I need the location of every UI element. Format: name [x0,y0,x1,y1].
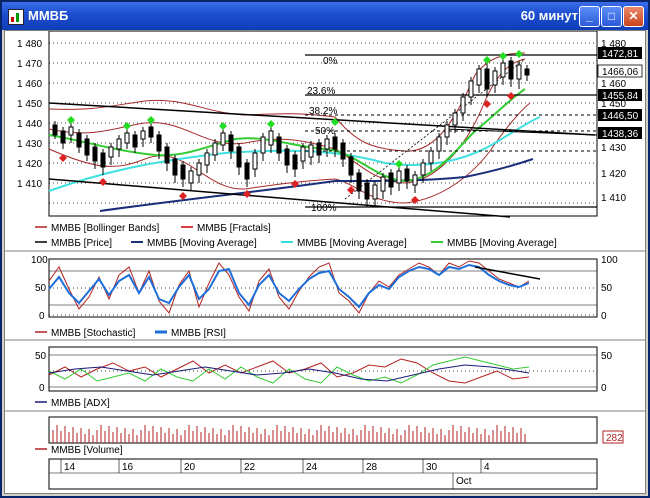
x-tick-16: 16 [122,462,134,473]
x-tick-28: 28 [366,462,378,473]
window-title: ММВБ [28,8,69,23]
timeframe-label: 60 минут [520,8,578,23]
x-tick-4: 4 [484,462,490,473]
osc-legend: ММВБ [Stochastic] ММВБ [RSI] [35,328,226,339]
maximize-button[interactable]: □ [601,6,622,27]
adx-tick-0: 0 [39,383,45,394]
legend-ma-3: ММВБ [Moving Average] [447,238,557,249]
legend-ma-2: ММВБ [Moving Average] [297,238,407,249]
price-badge-fib382: 1438,36 [602,129,639,140]
price-panel[interactable]: 1 480 1 470 1 460 1 450 1 440 1 430 1 42… [17,31,643,218]
osc-tick-0: 0 [39,311,45,322]
y-tick-1420: 1 420 [17,159,42,170]
legend-fractals: ММВБ [Fractals] [197,223,271,234]
x-axis: 14 16 20 22 24 28 30 4 Oct [48,458,598,490]
chart-area: 1 480 1 470 1 460 1 450 1 440 1 430 1 42… [4,30,646,494]
oscillator-panel[interactable]: 100 50 0 100 50 0 [5,250,645,322]
legend-bollinger: ММВБ [Bollinger Bands] [51,223,159,234]
osc-tick-right-100: 100 [601,255,618,266]
x-tick-14: 14 [64,462,76,473]
volume-legend: ММВБ [Volume] [35,445,123,456]
y-tick-right-1420: 1 420 [601,169,626,180]
osc-tick-right-50: 50 [601,283,613,294]
y-tick-1480: 1 480 [17,39,42,50]
legend-rsi: ММВБ [RSI] [171,328,226,339]
price-badge-high: 1472,81 [602,49,639,60]
y-tick-1470: 1 470 [17,59,42,70]
adx-legend: ММВБ [ADX] [35,398,110,409]
title-bar[interactable]: ММВБ 60 минут _ □ ✕ [2,2,648,30]
adx-tick-right-50: 50 [601,351,613,362]
fib-label-50: 50% [315,126,335,137]
x-tick-20: 20 [184,462,196,473]
chart-canvas: 1 480 1 470 1 460 1 450 1 440 1 430 1 42… [5,31,645,490]
legend-stochastic: ММВБ [Stochastic] [51,328,136,339]
x-tick-24: 24 [306,462,318,473]
legend-price: ММВБ [Price] [51,238,112,249]
price-badge-current: 1466,06 [602,67,639,78]
adx-tick-right-0: 0 [601,383,607,394]
fib-label-100: 100% [311,203,337,214]
price-legend: ММВБ [Bollinger Bands] ММВБ [Fractals] М… [35,223,557,249]
adx-tick-50: 50 [35,351,47,362]
legend-volume: ММВБ [Volume] [51,445,123,456]
legend-ma-1: ММВБ [Moving Average] [147,238,257,249]
x-tick-30: 30 [426,462,438,473]
y-tick-right-1410: 1 410 [601,193,626,204]
volume-panel[interactable]: 282 [5,410,645,444]
price-badge-trend: 1446,50 [602,111,639,122]
y-tick-1430: 1 430 [17,139,42,150]
y-tick-1410: 1 410 [17,179,42,190]
legend-adx: ММВБ [ADX] [51,398,110,409]
osc-tick-right-0: 0 [601,311,607,322]
close-button[interactable]: ✕ [623,6,644,27]
y-tick-1450: 1 450 [17,99,42,110]
fib-label-38-2: 38.2% [309,106,337,117]
fib-label-0: 0% [323,56,338,67]
y-tick-right-1460: 1 460 [601,79,626,90]
y-tick-1440: 1 440 [17,119,42,130]
y-tick-1460: 1 460 [17,79,42,90]
x-month-oct: Oct [456,476,472,487]
y-tick-right-1430: 1 430 [601,143,626,154]
y-tick-right-1480: 1 480 [601,39,626,50]
osc-tick-50: 50 [35,283,47,294]
fib-label-23-6: 23.6% [307,86,335,97]
x-tick-22: 22 [244,462,256,473]
chart-app-icon [8,9,24,25]
osc-tick-100: 100 [31,255,48,266]
price-badge-fib236: 1455,84 [602,91,639,102]
adx-panel[interactable]: 50 0 50 0 [5,339,645,394]
y-tick-right-1450: 1 450 [601,99,626,110]
volume-badge: 282 [606,433,623,444]
minimize-button[interactable]: _ [579,6,600,27]
